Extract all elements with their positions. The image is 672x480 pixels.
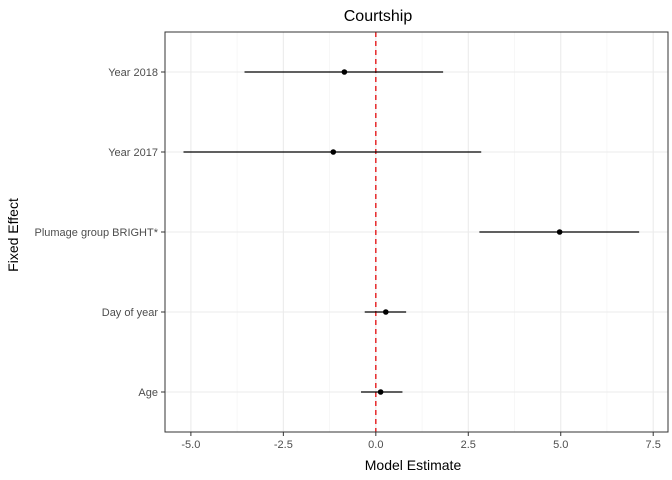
y-axis-title: Fixed Effect [5, 198, 21, 272]
y-tick-label: Year 2017 [108, 147, 158, 159]
y-tick-label: Age [138, 387, 158, 399]
x-axis-title: Model Estimate [365, 457, 462, 473]
x-tick-label: 5.0 [553, 439, 568, 451]
x-tick-label: 2.5 [461, 439, 476, 451]
y-tick-label: Day of year [102, 307, 159, 319]
x-tick-label: -5.0 [181, 439, 200, 451]
estimate-point [341, 69, 348, 75]
estimate-point [383, 309, 389, 315]
x-axis: -5.0 -2.5 0.0 2.5 5.0 7.5 [181, 432, 661, 451]
chart-title: Courtship [344, 8, 413, 25]
y-axis: Year 2018 Year 2017 Plumage group BRIGHT* D… [35, 67, 165, 399]
estimate-point [330, 149, 337, 155]
y-tick-label: Year 2018 [108, 67, 158, 79]
estimate-point [377, 389, 384, 395]
marks-layer [183, 69, 640, 395]
y-tick-label: Plumage group BRIGHT* [35, 227, 159, 239]
x-tick-label: 7.5 [646, 439, 661, 451]
x-tick-label: 0.0 [368, 439, 383, 451]
x-tick-label: -2.5 [274, 439, 293, 451]
estimate-point [556, 229, 563, 235]
